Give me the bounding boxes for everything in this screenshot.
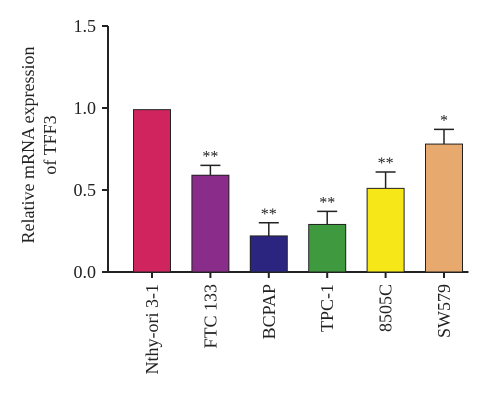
y-ticks: 0.0 0.5 1.0 1.5 bbox=[74, 16, 108, 282]
bar-8505c bbox=[366, 187, 405, 273]
y-tick-label: 1.5 bbox=[74, 16, 97, 36]
y-tick-label: 1.0 bbox=[74, 98, 97, 118]
significance-marker: * bbox=[440, 112, 448, 129]
x-tick-label: SW579 bbox=[434, 284, 454, 338]
significance-marker: ** bbox=[319, 194, 335, 211]
significance-marker: ** bbox=[378, 155, 394, 172]
significance-markers: ********* bbox=[202, 112, 448, 222]
x-tick-label: FTC 133 bbox=[200, 284, 220, 349]
y-axis-label-line-1: Relative mRNA expression bbox=[18, 47, 38, 244]
y-tick-label: 0.0 bbox=[74, 262, 97, 282]
bar-sw579 bbox=[425, 143, 463, 273]
x-tick-label: TPC-1 bbox=[317, 284, 337, 332]
bars bbox=[133, 109, 463, 273]
bar-nthy-ori-3-1 bbox=[133, 109, 171, 273]
y-tick-label: 0.5 bbox=[74, 180, 97, 200]
x-tick-label: BCPAP bbox=[259, 284, 279, 339]
significance-marker: ** bbox=[202, 148, 218, 165]
x-tick-labels: Nthy-ori 3-1 FTC 133 BCPAP TPC-1 8505C SW579 bbox=[142, 272, 454, 374]
significance-marker: ** bbox=[261, 206, 277, 223]
y-axis-label: Relative mRNA expression of TFF3 bbox=[18, 47, 60, 244]
y-axis-label-line-2: of TFF3 bbox=[40, 115, 60, 174]
x-tick-label: Nthy-ori 3-1 bbox=[142, 284, 162, 374]
x-tick-label: 8505C bbox=[376, 284, 396, 332]
error-bars bbox=[200, 128, 454, 236]
bar-bcpap bbox=[249, 235, 288, 273]
bar-tpc-1 bbox=[308, 223, 347, 273]
bar-ftc-133 bbox=[191, 174, 230, 273]
